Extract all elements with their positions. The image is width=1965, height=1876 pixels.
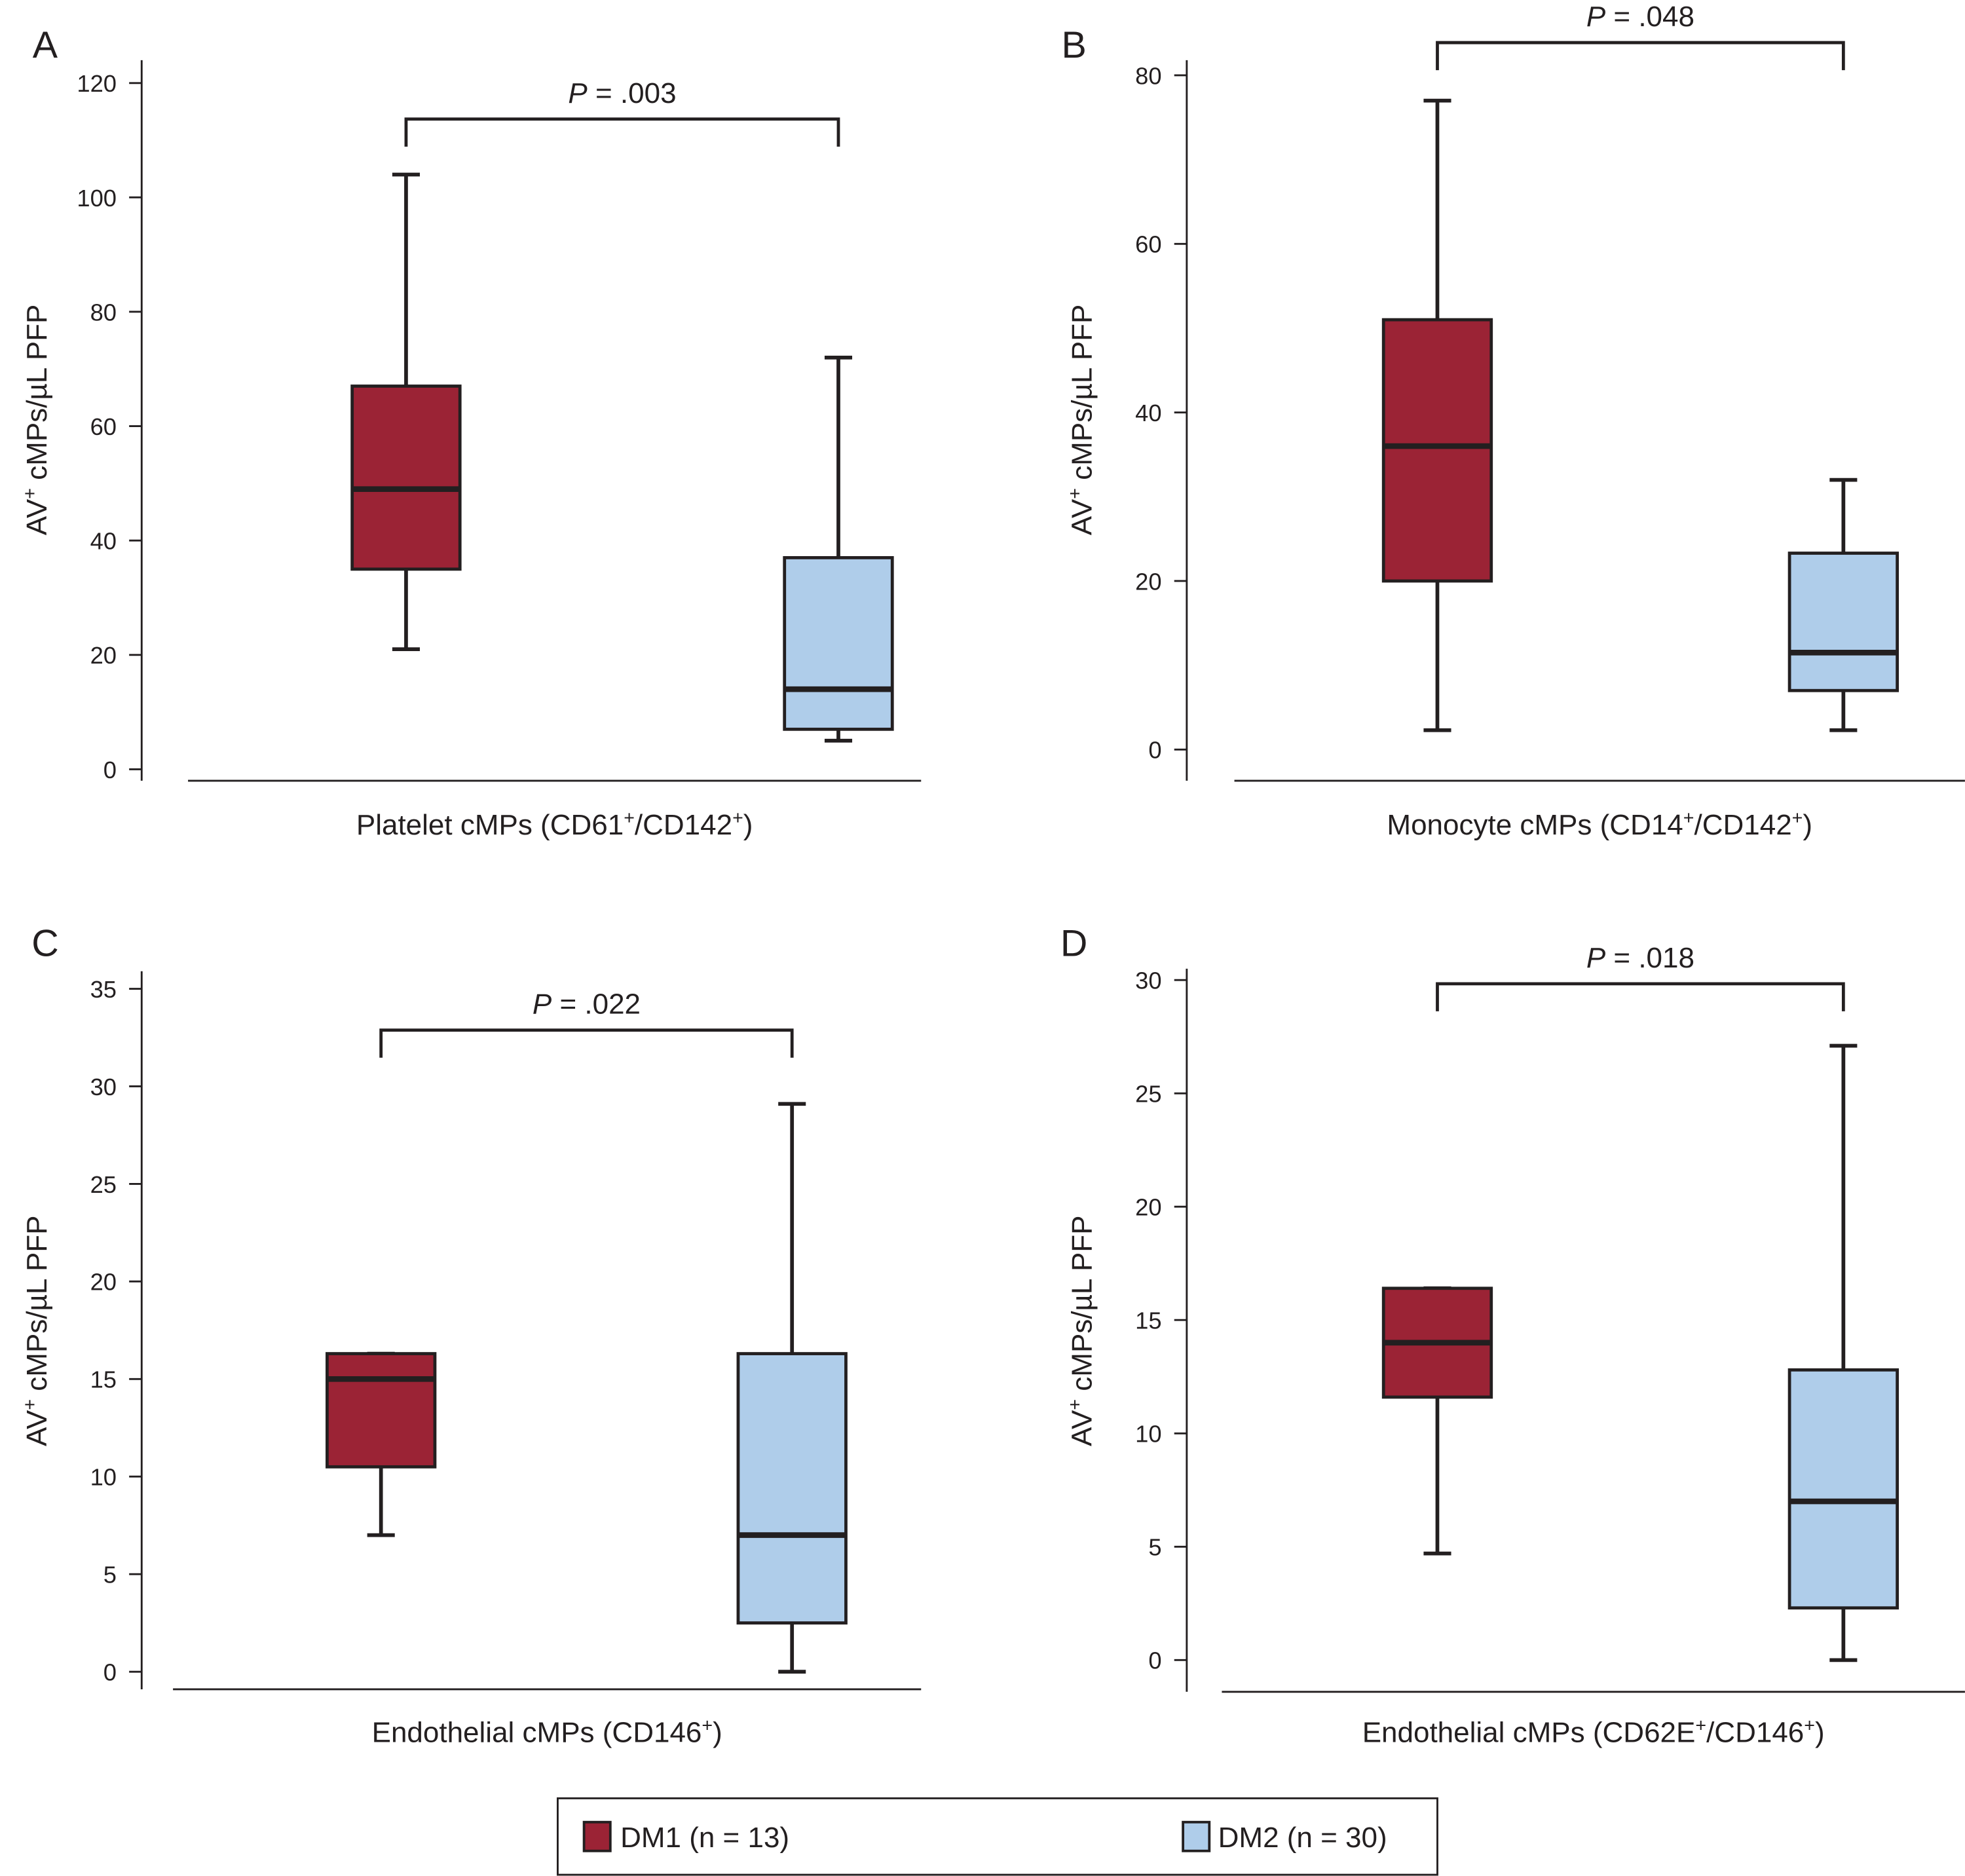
box [326,1352,437,1469]
x-axis-label: Platelet cMPs (CD61+/CD142+) [356,808,753,841]
annotation-part: = .003 [588,77,677,109]
label-part: ) [743,809,753,841]
y-tick-label: 120 [77,70,117,97]
y-tick-label: 20 [90,642,117,669]
label-part: + [1792,808,1803,829]
label-part: /CD142 [635,809,732,841]
annotation-part: = .018 [1605,942,1694,974]
x-axis-label: Monocyte cMPs (CD14+/CD142+) [1387,808,1812,841]
label-part: Endothelial cMPs (CD62E [1362,1716,1696,1748]
label-part: AV [21,498,53,535]
y-tick-label: 0 [103,1659,117,1686]
y-tick-label: 5 [103,1562,117,1588]
label-part: /CD142 [1694,809,1791,841]
y-tick-label: 60 [1135,231,1161,258]
x-axis-label: Endothelial cMPs (CD146+) [372,1715,722,1748]
y-tick-label: 60 [90,413,117,440]
label-part: AV [1066,498,1098,535]
legend-label: DM2 (n = 30) [1218,1822,1387,1854]
label-part: + [1064,488,1085,499]
box [783,556,894,731]
y-tick-label: 10 [90,1464,117,1491]
significance-bracket [1436,982,1845,1011]
significance-bracket [379,1028,794,1058]
box [1381,318,1493,583]
legend-swatch [582,1820,612,1852]
panel-label: D [1060,923,1087,965]
label-part: Endothelial cMPs (CD146 [372,1716,702,1748]
y-tick-label: 0 [103,757,117,783]
panel-label: B [1062,24,1087,66]
label-part: + [732,808,743,829]
y-tick-label: 30 [90,1074,117,1100]
label-part: /CD146 [1706,1716,1804,1748]
annotation-part: = .022 [552,988,641,1021]
y-tick-label: 40 [1135,400,1161,426]
y-tick-label: 25 [90,1171,117,1198]
label-part: + [20,488,41,499]
y-tick-label: 20 [1135,1194,1161,1221]
legend-box [557,1797,1438,1876]
p-value: P = .048 [1586,1,1694,33]
y-tick-label: 10 [1135,1421,1161,1448]
annotation-part: P [1586,942,1606,974]
p-value: P = .022 [533,988,641,1021]
label-part: ) [1803,809,1812,841]
y-tick-label: 80 [1135,62,1161,89]
label-part: Monocyte cMPs (CD14 [1387,809,1683,841]
y-tick-label: 0 [1148,737,1161,764]
box [350,385,462,571]
y-tick-label: 30 [1135,967,1161,994]
y-tick-label: 40 [90,528,117,555]
label-part: AV [21,1410,53,1446]
label-part: cMPs/µL PFP [21,305,53,488]
y-tick-label: 5 [1148,1534,1161,1561]
y-axis-label: AV+ cMPs/µL PFP [20,305,53,536]
panel-label: A [33,24,58,66]
box [1787,552,1899,692]
y-tick-label: 35 [90,976,117,1003]
label-part: cMPs/µL PFP [1066,305,1098,488]
annotation-part: P [568,77,588,109]
label-part: + [624,808,635,829]
p-value: P = .018 [1586,942,1694,974]
y-axis-label: AV+ cMPs/µL PFP [1064,305,1098,536]
label-part: + [702,1715,713,1736]
label-part: ) [1815,1716,1825,1748]
label-part: cMPs/µL PFP [21,1215,53,1398]
label-part: + [1695,1715,1706,1736]
label-part: + [1683,808,1694,829]
y-axis-label: AV+ cMPs/µL PFP [20,1215,53,1446]
label-part: cMPs/µL PFP [1066,1215,1098,1398]
significance-bracket [1436,41,1845,71]
y-tick-label: 0 [1148,1647,1161,1674]
p-value: P = .003 [568,77,676,109]
label-part: ) [713,1716,722,1748]
legend-label: DM1 (n = 13) [620,1822,789,1854]
y-tick-label: 15 [90,1366,117,1393]
label-part: Platelet cMPs (CD61 [356,809,624,841]
annotation-part: P [1586,1,1606,33]
y-tick-label: 80 [90,299,117,326]
y-tick-label: 100 [77,185,117,212]
panel-label: C [31,923,58,965]
box [736,1352,848,1625]
significance-bracket [404,117,840,147]
annotation-part: = .048 [1605,1,1694,33]
label-part: AV [1066,1410,1098,1446]
y-tick-label: 20 [1135,568,1161,595]
label-part: + [1064,1399,1085,1410]
label-part: + [1804,1715,1815,1736]
annotation-part: P [533,988,552,1021]
label-part: + [20,1399,41,1410]
y-tick-label: 25 [1135,1081,1161,1108]
y-tick-label: 15 [1135,1307,1161,1334]
y-axis-label: AV+ cMPs/µL PFP [1064,1215,1098,1446]
x-axis-label: Endothelial cMPs (CD62E+/CD146+) [1362,1715,1825,1748]
y-tick-label: 20 [90,1269,117,1296]
legend-swatch [1182,1820,1211,1852]
box [1787,1368,1899,1610]
